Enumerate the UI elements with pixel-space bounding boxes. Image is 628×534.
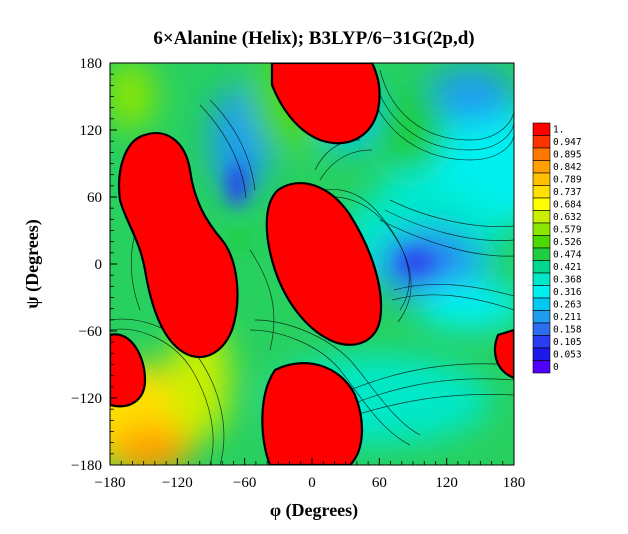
colorbar-label: 0.789 [553, 175, 582, 186]
x-tick-label: −180 [95, 475, 126, 491]
colorbar-label: 0.263 [553, 300, 582, 311]
colorbar-label: 0.579 [553, 225, 582, 236]
colorbar-label: 0.842 [553, 162, 582, 173]
colorbar-swatch [532, 122, 551, 136]
colorbar-swatch [532, 147, 551, 161]
red-region-bottom [261, 362, 364, 465]
colorbar-swatch [532, 347, 551, 361]
colorbar-label: 0.895 [553, 150, 582, 161]
high-energy-regions [110, 63, 514, 465]
colorbar-label: 0.947 [553, 137, 582, 148]
colorbar-swatch [532, 135, 551, 149]
y-axis-label: ψ (Degrees) [22, 219, 43, 309]
colorbar-label: 0.211 [553, 312, 582, 323]
colorbar-label: 0.105 [553, 337, 582, 348]
x-tick-label: −120 [162, 475, 193, 491]
colorbar-swatch [532, 360, 551, 374]
colorbar-swatch [532, 322, 551, 336]
x-tick-label: −60 [233, 475, 256, 491]
colorbar-label: 0.737 [553, 187, 582, 198]
colorbar-swatch [532, 297, 551, 311]
x-tick-label: 0 [308, 475, 316, 491]
y-tick-label: −60 [79, 324, 102, 340]
plot-area [110, 63, 514, 465]
y-axis: 180 120 60 0 −60 −120 −180 [71, 56, 117, 474]
contour-local-features [227, 163, 433, 272]
colorbar-swatch [532, 172, 551, 186]
colorbar-swatch [532, 235, 551, 249]
colorbar-label: 0.632 [553, 212, 582, 223]
colorbar-label: 1. [553, 125, 564, 136]
colorbar-swatch [532, 197, 551, 211]
colorbar-label: 0.421 [553, 262, 582, 273]
colorbar-swatch [532, 160, 551, 174]
chart-title: 6×Alanine (Helix); B3LYP/6−31G(2p,d) [153, 28, 474, 49]
colorbar-swatch [532, 285, 551, 299]
y-tick-label: 0 [95, 257, 103, 273]
colorbar-swatch [532, 185, 551, 199]
colorbar-swatch [532, 335, 551, 349]
red-region-left [118, 132, 239, 359]
colorbar-label: 0.684 [553, 200, 582, 211]
y-tick-label: 120 [80, 123, 103, 139]
red-region-top [270, 63, 381, 145]
x-axis: −180 −120 −60 0 60 120 180 [95, 458, 526, 491]
colorbar-label: 0.316 [553, 287, 582, 298]
y-tick-label: −180 [71, 458, 102, 474]
colorbar-label: 0.053 [553, 350, 582, 361]
colorbar-swatch [532, 222, 551, 236]
colorbar-label: 0 [553, 362, 559, 373]
red-region-center [265, 182, 383, 346]
y-tick-label: 180 [80, 56, 103, 72]
x-tick-label: 180 [503, 475, 526, 491]
x-tick-label: 120 [435, 475, 458, 491]
red-region-left-edge [110, 333, 147, 408]
colorbar-label: 0.474 [553, 250, 582, 261]
contour-lines [110, 69, 514, 465]
colorbar-label: 0.158 [553, 325, 582, 336]
x-tick-label: 60 [372, 475, 387, 491]
y-tick-label: −120 [71, 391, 102, 407]
colorbar-label: 0.526 [553, 237, 582, 248]
colorbar-swatch [532, 272, 551, 286]
y-tick-label: 60 [87, 190, 102, 206]
colorbar-swatch [532, 210, 551, 224]
colorbar-swatch [532, 247, 551, 261]
x-axis-label: φ (Degrees) [270, 500, 358, 521]
colorbar-swatch [532, 260, 551, 274]
colorbar-label: 0.368 [553, 275, 582, 286]
colorbar-swatch [532, 310, 551, 324]
